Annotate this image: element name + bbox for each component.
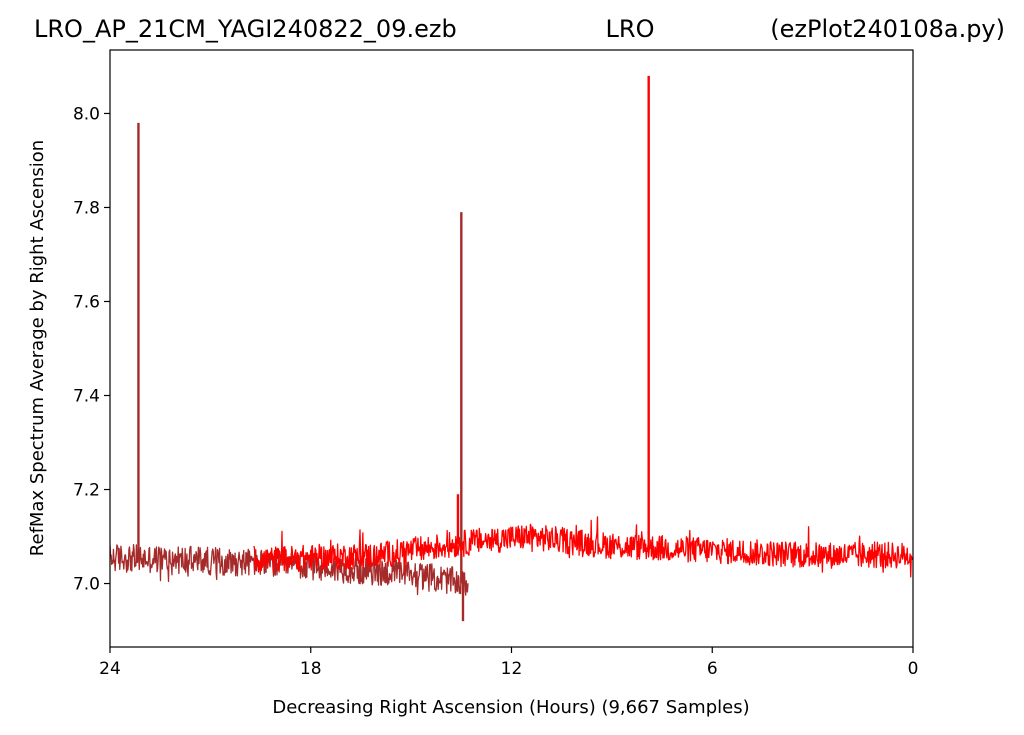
series-layer [110,75,913,622]
x-tick-label: 6 [707,659,718,679]
script-name-title: (ezPlot240108a.py) [770,15,1005,43]
y-tick-label: 7.8 [73,198,100,218]
file-name-title: LRO_AP_21CM_YAGI240822_09.ezb [34,15,457,43]
y-tick-label: 7.6 [73,292,100,312]
y-axis: 7.0 7.2 7.4 7.6 7.8 8.0 [73,104,110,595]
x-tick-label: 0 [908,659,919,679]
series-line [253,516,913,578]
x-axis-label: Decreasing Right Ascension (Hours) (9,66… [272,697,749,718]
y-tick-label: 7.4 [73,387,100,407]
x-tick-label: 24 [99,659,121,679]
y-tick-label: 8.0 [73,104,100,124]
series-line [110,544,469,596]
x-tick-label: 12 [501,659,523,679]
x-axis: 24 18 12 6 0 [99,647,918,679]
station-title: LRO [606,15,655,43]
y-tick-label: 7.2 [73,481,100,501]
x-tick-label: 18 [300,659,322,679]
y-axis-label: RefMax Spectrum Average by Right Ascensi… [27,140,48,556]
y-tick-label: 7.0 [73,575,100,595]
